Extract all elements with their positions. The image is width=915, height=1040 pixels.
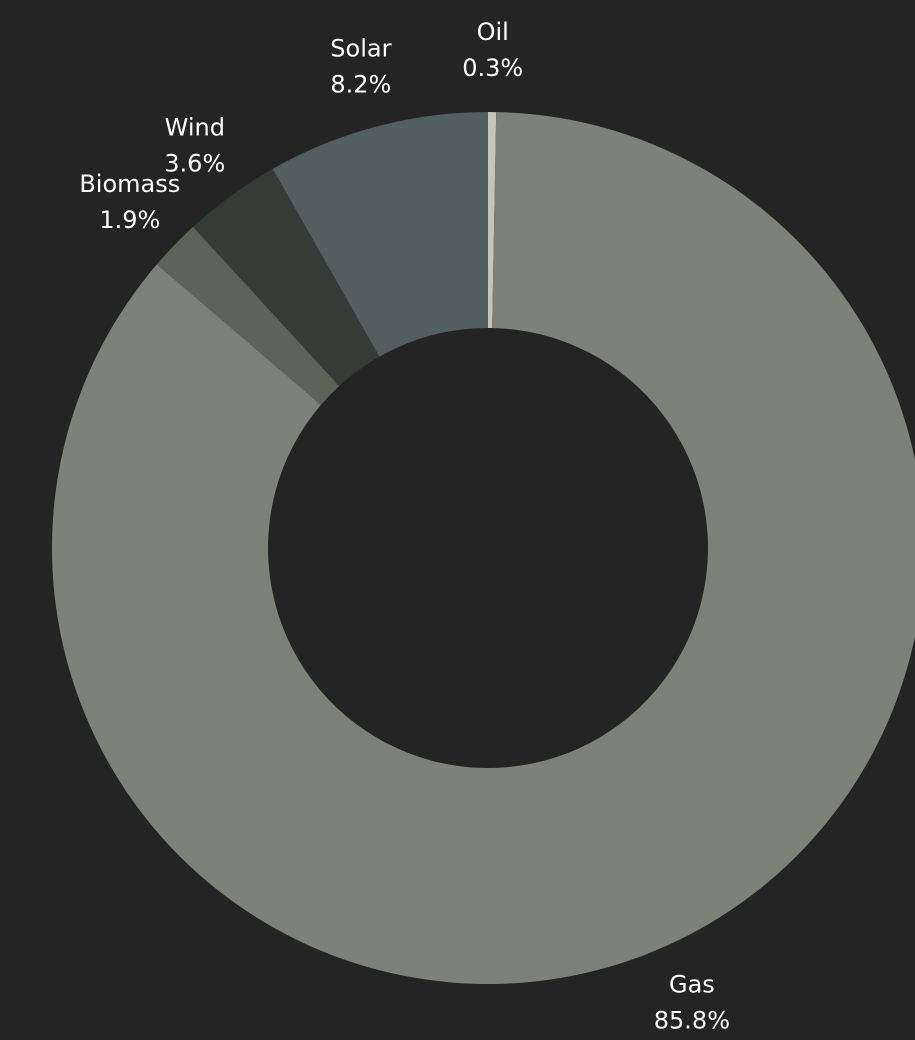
slice-value-oil: 0.3% bbox=[462, 54, 523, 82]
slice-value-gas: 85.8% bbox=[654, 1006, 730, 1034]
slice-gas bbox=[52, 112, 915, 984]
slice-label-biomass: Biomass bbox=[79, 170, 180, 198]
slice-label-gas: Gas bbox=[669, 970, 715, 998]
slice-label-oil: Oil bbox=[477, 18, 509, 46]
slice-value-biomass: 1.9% bbox=[99, 206, 160, 234]
slice-labels: Oil 0.3% Gas 85.8% Biomass 1.9% Wind 3.6% Solar 8… bbox=[79, 18, 730, 1034]
donut-slices bbox=[52, 112, 915, 984]
slice-label-solar: Solar bbox=[330, 34, 391, 62]
slice-oil bbox=[488, 112, 497, 329]
slice-biomass bbox=[156, 226, 340, 405]
slice-value-wind: 3.6% bbox=[164, 149, 225, 177]
slice-label-wind: Wind bbox=[165, 113, 225, 141]
slice-solar bbox=[272, 112, 488, 357]
slice-value-solar: 8.2% bbox=[330, 70, 391, 98]
slice-wind bbox=[193, 168, 380, 386]
